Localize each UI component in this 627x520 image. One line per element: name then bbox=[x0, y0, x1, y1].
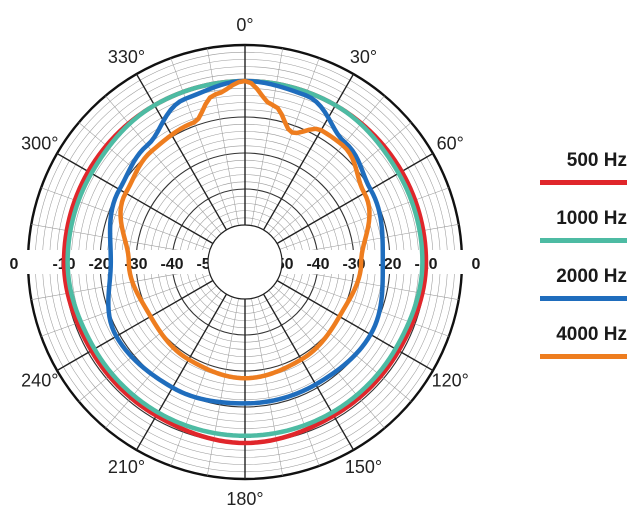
angle-label: 120° bbox=[432, 371, 469, 391]
db-tick-label: 0 bbox=[10, 256, 19, 273]
angle-label: 240° bbox=[21, 371, 58, 391]
grid-spoke-major bbox=[56, 152, 214, 245]
grid-spoke-minor bbox=[78, 122, 217, 239]
legend-swatch bbox=[540, 296, 627, 301]
angle-label: 30° bbox=[350, 47, 377, 67]
grid-spoke-major bbox=[56, 279, 214, 372]
grid-spoke-minor bbox=[268, 95, 385, 234]
angle-label: 60° bbox=[437, 134, 464, 154]
series-4000hz-curve bbox=[118, 78, 372, 381]
grid-spoke-minor bbox=[251, 298, 283, 476]
grid-spoke-minor bbox=[207, 298, 239, 476]
db-tick-label: 0 bbox=[472, 256, 481, 273]
grid-spoke-minor bbox=[257, 296, 320, 467]
angle-label: 0° bbox=[236, 15, 253, 35]
grid-spoke-minor bbox=[40, 274, 211, 337]
legend-item-500hz: 500 Hz bbox=[540, 150, 627, 208]
grid-spoke-minor bbox=[268, 290, 385, 429]
angle-label: 330° bbox=[108, 47, 145, 67]
grid-spoke-minor bbox=[40, 187, 211, 250]
legend-label: 500 Hz bbox=[566, 150, 627, 171]
db-tick-label: -40 bbox=[160, 256, 183, 273]
series-2000hz-curve bbox=[106, 78, 386, 406]
legend-item-2000hz: 2000 Hz bbox=[540, 266, 627, 324]
angle-label: 210° bbox=[108, 457, 145, 477]
polar-chart: 0-10-20-30-40-50dB-50-40-30-20-1000°30°6… bbox=[9, 15, 481, 509]
grid-spoke-minor bbox=[105, 290, 222, 429]
legend-swatch bbox=[540, 354, 627, 359]
grid-spoke-minor bbox=[279, 187, 450, 250]
grid-spoke-major bbox=[276, 279, 434, 372]
db-tick-label: -20 bbox=[88, 256, 111, 273]
angle-label: 300° bbox=[21, 134, 58, 154]
legend-swatch bbox=[540, 180, 627, 185]
series-500hz-curve bbox=[61, 78, 429, 446]
legend: 500 Hz 1000 Hz 2000 Hz 4000 Hz bbox=[540, 150, 627, 382]
grid-spoke-minor bbox=[170, 296, 233, 467]
grid-spoke-major bbox=[262, 73, 355, 231]
inner-circle bbox=[207, 224, 283, 300]
angle-label: 180° bbox=[226, 489, 263, 509]
legend-swatch bbox=[540, 238, 627, 243]
legend-item-4000hz: 4000 Hz bbox=[540, 324, 627, 382]
grid-spoke-major bbox=[276, 152, 434, 245]
series-group bbox=[61, 78, 429, 446]
legend-label: 1000 Hz bbox=[556, 208, 627, 229]
grid-spoke-minor bbox=[273, 122, 412, 239]
legend-label: 2000 Hz bbox=[556, 266, 627, 287]
angle-label: 150° bbox=[345, 457, 382, 477]
grid-spoke-major bbox=[135, 73, 228, 231]
grid-spoke-minor bbox=[170, 57, 233, 228]
grid-spoke-major bbox=[135, 293, 228, 451]
grid-spoke-minor bbox=[279, 274, 450, 337]
db-tick-label: -40 bbox=[306, 256, 329, 273]
grid-spoke-minor bbox=[207, 48, 239, 226]
grid-spoke-minor bbox=[257, 57, 320, 228]
legend-label: 4000 Hz bbox=[556, 324, 627, 345]
grid-spoke-major bbox=[262, 293, 355, 451]
grid-spoke-minor bbox=[105, 95, 222, 234]
grid-spoke-minor bbox=[273, 285, 412, 402]
series-1000hz-curve bbox=[65, 78, 425, 439]
legend-item-1000hz: 1000 Hz bbox=[540, 208, 627, 266]
grid-spoke-minor bbox=[251, 48, 283, 226]
grid-spoke-minor bbox=[78, 285, 217, 402]
